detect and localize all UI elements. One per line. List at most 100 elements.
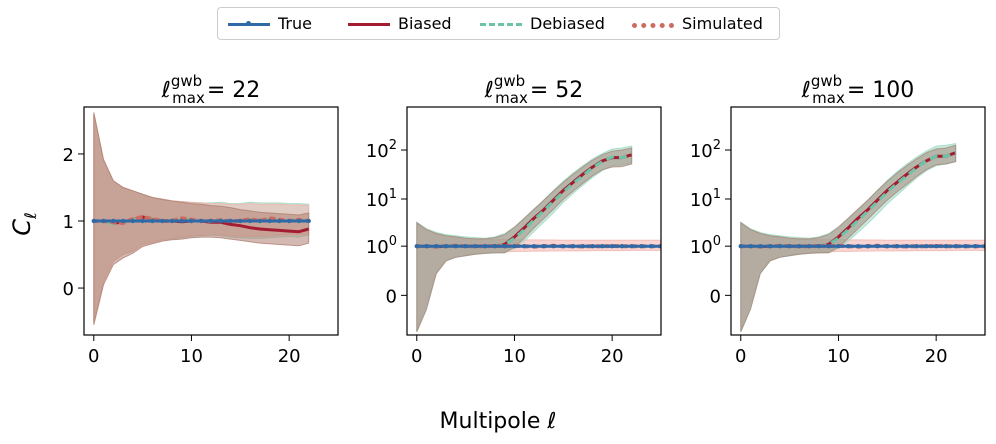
- series-point-true: [453, 243, 459, 249]
- confidence-band-3: [93, 112, 310, 326]
- legend-label: Biased: [398, 14, 452, 33]
- series-point-true: [502, 243, 507, 249]
- legend-label: Simulated: [682, 14, 763, 33]
- legend-swatch-biased: [348, 23, 390, 26]
- series-point-true: [816, 243, 822, 249]
- series-point-true: [570, 243, 576, 249]
- series-point-true: [463, 243, 468, 249]
- series-point-true: [286, 218, 292, 224]
- panel-title: ℓgwb max= 52: [484, 72, 584, 107]
- x-tick-label: 10: [503, 346, 526, 367]
- series-point-true: [777, 243, 783, 249]
- series-point-true: [296, 218, 302, 224]
- series-point-true: [414, 243, 419, 249]
- series-point-true: [434, 243, 439, 249]
- series-point-true: [512, 243, 517, 249]
- x-tick-label: 10: [827, 346, 850, 367]
- y-tick-label: 0: [710, 286, 721, 307]
- series-point-true: [639, 243, 644, 249]
- series-point-true: [590, 243, 595, 249]
- panel-1: 0 10 20 0 1 2 ℓgwb max= 22: [63, 72, 339, 367]
- y-axis-label: Cℓ: [8, 212, 40, 235]
- series-point-true: [629, 243, 634, 249]
- series-point-true: [169, 218, 175, 224]
- panel-2: 0 10 20 0 100 101 102 ℓgwb max= 52: [366, 72, 662, 367]
- series-point-true: [120, 218, 126, 224]
- series-point-true: [649, 243, 654, 249]
- confidence-band-3: [416, 147, 633, 332]
- series-point-true: [933, 243, 939, 249]
- series-point-true: [247, 218, 253, 224]
- series-point-true: [953, 243, 958, 249]
- series-point-true: [826, 243, 831, 249]
- series-point-true: [551, 243, 556, 249]
- series-point-true: [130, 218, 136, 224]
- y-tick-label: 100: [366, 234, 397, 258]
- x-tick-label: 20: [278, 346, 301, 367]
- series-point-true: [885, 243, 890, 249]
- y-tick-label: 2: [63, 145, 74, 166]
- series-point-true: [228, 218, 233, 224]
- series-line-debiased: [416, 153, 633, 249]
- series-point-true: [101, 218, 106, 224]
- series-point-true: [111, 218, 116, 224]
- axes-frame: [730, 106, 986, 336]
- panel-3: 0 10 20 0 100 101 102 ℓgwb max= 100: [690, 72, 986, 367]
- series-point-true: [208, 218, 214, 224]
- series-point-true: [758, 243, 763, 249]
- series-point-true: [580, 243, 586, 249]
- legend-swatch-simulated: [632, 23, 674, 28]
- series-point-true: [179, 218, 184, 224]
- confidence-band-3: [740, 144, 957, 332]
- series-point-true: [619, 243, 625, 249]
- y-tick-label: 102: [690, 138, 721, 162]
- series-point-true: [531, 243, 537, 249]
- series-point-true: [443, 243, 449, 249]
- series-point-true: [943, 243, 949, 249]
- series-point-true: [277, 218, 282, 224]
- series-point-true: [199, 218, 204, 224]
- series-point-true: [492, 243, 498, 249]
- series-point-true: [267, 218, 272, 224]
- series-point-true: [875, 243, 880, 249]
- y-tick-label: 100: [690, 234, 721, 258]
- y-tick-label: 101: [690, 187, 721, 211]
- axes-frame: [406, 106, 662, 336]
- series-point-true: [482, 243, 488, 249]
- series-point-true: [140, 218, 145, 224]
- series-point-true: [238, 218, 243, 224]
- x-tick-label: 0: [735, 346, 746, 367]
- series-line-debiased: [740, 151, 957, 249]
- y-tick-label: 101: [366, 187, 397, 211]
- y-tick-label: 0: [63, 279, 74, 300]
- series-point-true: [806, 243, 812, 249]
- series-point-true: [257, 218, 263, 224]
- series-point-true: [797, 243, 802, 249]
- series-point-true: [963, 243, 968, 249]
- series-point-true: [894, 243, 900, 249]
- x-tick-label: 0: [411, 346, 422, 367]
- series-point-true: [865, 243, 870, 249]
- series-point-true: [787, 243, 792, 249]
- legend-label: True: [278, 14, 312, 33]
- series-point-true: [159, 218, 165, 224]
- series-point-true: [91, 218, 96, 224]
- series-point-true: [218, 218, 223, 224]
- x-tick-label: 20: [925, 346, 948, 367]
- x-tick-label: 0: [88, 346, 99, 367]
- series-point-true: [473, 243, 478, 249]
- series-point-true: [541, 243, 546, 249]
- series-point-true: [600, 243, 605, 249]
- x-tick-label: 20: [601, 346, 624, 367]
- series-point-true: [189, 218, 194, 224]
- series-point-true: [561, 243, 566, 249]
- legend: True Biased Debiased Simulated: [217, 7, 780, 40]
- panel-title: ℓgwb max= 100: [801, 72, 915, 107]
- series-point-true: [855, 243, 861, 249]
- series-point-true: [424, 243, 429, 249]
- series-point-true: [522, 243, 527, 249]
- y-tick-label: 1: [63, 212, 74, 233]
- x-axis-label: Multipole ℓ: [440, 409, 557, 434]
- series-point-true: [748, 243, 753, 249]
- series-point-true: [609, 243, 615, 249]
